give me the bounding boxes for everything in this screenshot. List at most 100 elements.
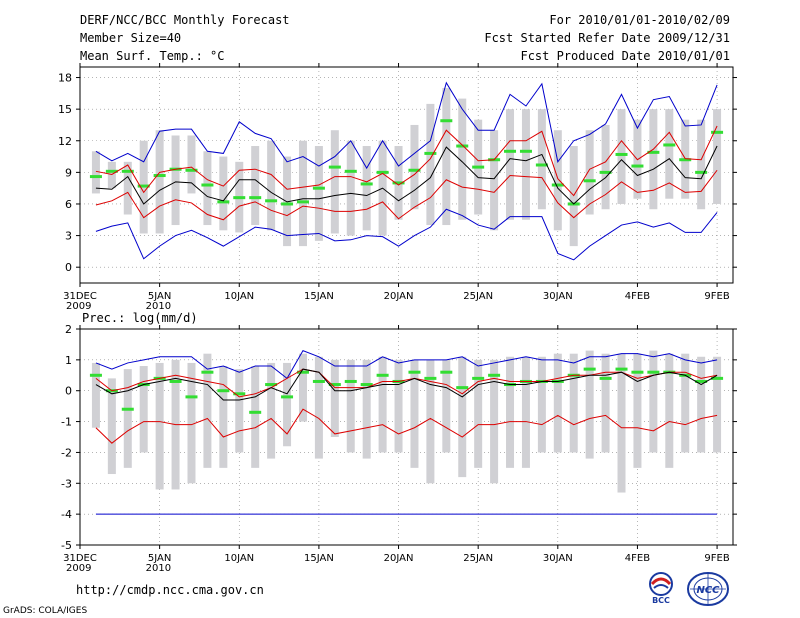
box-bar [267,362,276,459]
x-tick-label: 10JAN [224,291,254,302]
median-marker [281,395,294,399]
box-bar [91,151,100,194]
box-bar [187,362,196,484]
box-bar [123,161,132,215]
source-url[interactable]: http://cmdp.ncc.cma.gov.cn [76,583,264,597]
box-bar [378,356,387,453]
x-tick-label: 30JAN [543,553,573,564]
x-tick-label: 4FEB [625,291,650,302]
median-marker [105,169,118,173]
forecast-produced-date: Fcst Produced Date 2010/01/01 [520,49,730,63]
box-bar [617,109,626,204]
median-marker [249,410,262,414]
y-tick-label: 9 [65,166,72,179]
box-bar [107,378,116,475]
box-bar [346,140,355,236]
median-marker [663,143,676,147]
box-bar [442,359,451,453]
y-tick-label: 15 [58,103,72,116]
x-tick-label: 2010 [146,301,171,312]
ensemble-mean-line [95,145,718,205]
median-marker [360,182,373,186]
box-bar [330,130,339,234]
box-bar [665,353,674,468]
box-bar [506,356,515,468]
median-marker [408,168,421,172]
box-bar [346,359,355,453]
y-tick-label: -3 [61,477,72,490]
median-marker [456,144,469,148]
y-tick-label: 2 [65,323,72,336]
box-bar [394,359,403,453]
median-marker [599,170,612,174]
median-marker [647,370,660,374]
svg-text:BCC: BCC [652,596,670,605]
x-tick-label: 31DEC [63,553,97,564]
box-bar [474,359,483,468]
x-tick-label: 2010 [146,563,171,574]
y-tick-label: 6 [65,198,72,211]
median-marker [392,181,405,185]
y-tick-label: 0 [65,261,72,274]
box-bar [314,356,323,459]
median-marker [281,202,294,206]
plot-frame [79,328,734,546]
median-marker [440,370,453,374]
upper-envelope-line [95,349,718,380]
box-bar [298,353,307,422]
median-marker [265,199,278,203]
median-marker [233,196,246,200]
y-tick-label: 18 [58,72,72,85]
box-bar [410,124,419,210]
y-tick-label: -5 [61,539,72,552]
box-bar [155,362,164,490]
median-marker [408,370,421,374]
box-bar [362,359,371,459]
median-marker [169,379,182,383]
median-marker [424,376,437,380]
box-bar [410,359,419,468]
box-bar [521,109,530,220]
plot-frame [79,66,734,284]
box-bar [585,130,594,215]
median-marker [185,395,198,399]
median-marker [551,183,564,187]
box-bar [506,109,515,220]
median-marker [440,119,453,123]
grads-credit: GrADS: COLA/IGES [3,606,88,616]
box-bar [537,356,546,453]
y-tick-label: 0 [65,385,72,398]
box-bar [203,151,212,226]
median-marker [695,170,708,174]
median-marker [583,179,596,183]
median-marker [472,165,485,169]
median-marker [89,175,102,179]
box-bar [458,98,467,220]
lower-envelope-line [95,208,718,261]
median-marker [695,379,708,383]
box-bar [601,353,610,453]
y-tick-label: -1 [61,416,72,429]
box-bar [298,140,307,247]
x-tick-label: 5JAN [148,291,171,302]
x-tick-label: 2009 [66,563,91,574]
box-bar [235,369,244,453]
box-bar [314,146,323,241]
box-bar [601,124,610,210]
box-bar [362,146,371,231]
chart-title: DERF/NCC/BCC Monthly Forecast [80,13,290,27]
y-tick-label: -2 [61,446,72,459]
x-tick-label: 20JAN [384,553,414,564]
box-bar [219,366,228,468]
median-marker [344,379,357,383]
median-marker [631,164,644,168]
precip-title: Prec.: log(mm/d) [82,311,198,325]
median-marker [201,370,214,374]
box-bar [426,103,435,226]
bcc-logo: BCC [649,572,673,605]
median-marker [519,149,532,153]
svg-text:NCC: NCC [696,585,720,596]
